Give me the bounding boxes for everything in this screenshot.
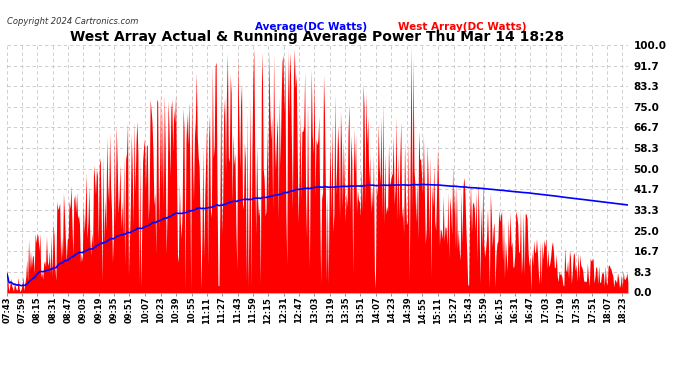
Title: West Array Actual & Running Average Power Thu Mar 14 18:28: West Array Actual & Running Average Powe… — [70, 30, 564, 44]
Text: West Array(DC Watts): West Array(DC Watts) — [398, 22, 526, 32]
Text: Average(DC Watts): Average(DC Watts) — [255, 22, 367, 32]
Text: Copyright 2024 Cartronics.com: Copyright 2024 Cartronics.com — [7, 17, 138, 26]
